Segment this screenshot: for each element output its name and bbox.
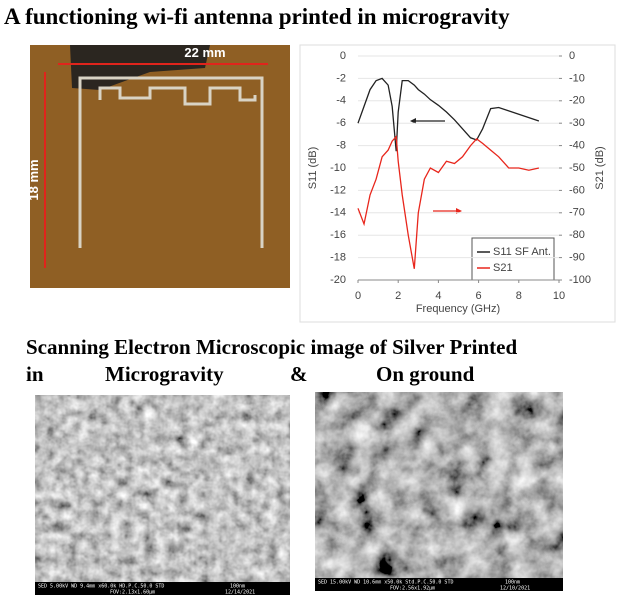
y2-tick-label: -60	[569, 184, 585, 196]
y2-tick-label: -80	[569, 229, 585, 241]
subtitle: Microgravity	[105, 362, 224, 386]
sem-fov: FOV:2.13x1.60µm	[110, 590, 155, 596]
sem-info: SED 15.00kV WD 10.6mm x50.0k Std.P.C.50.…	[318, 580, 453, 586]
y-axis-label: S11 (dB)	[307, 147, 319, 190]
y-tick-label: -4	[336, 95, 346, 107]
y-tick-label: -18	[330, 252, 346, 264]
sem-scale: 100nm	[230, 584, 245, 590]
sem-footer	[315, 578, 563, 591]
x-tick-label: 6	[476, 290, 482, 302]
y2-tick-label: 0	[569, 50, 575, 62]
sem-image-right: SED 15.00kV WD 10.6mm x50.0k Std.P.C.50.…	[315, 392, 563, 592]
x-tick-label: 2	[395, 290, 401, 302]
width-label: 22 mm	[184, 45, 225, 60]
y-tick-label: -12	[330, 184, 346, 196]
subtitle: &	[290, 362, 308, 386]
chart: Frequency (GHz) S11 (dB) S21 (dB) 0 -2 -4 -…	[299, 44, 616, 323]
subtitle: Scanning Electron Microscopic image of S…	[26, 335, 517, 359]
legend-label: S21	[493, 262, 513, 274]
sem-date: 12/10/2021	[500, 586, 530, 592]
y-tick-label: -16	[330, 229, 346, 241]
y-tick-label: -6	[336, 117, 346, 129]
sem-texture	[35, 395, 290, 582]
series-line	[357, 135, 540, 269]
subtitle: On ground	[376, 362, 475, 386]
y2-tick-label: -30	[569, 117, 585, 129]
x-tick-label: 8	[516, 290, 522, 302]
y2-tick-label: -70	[569, 207, 585, 219]
y2-tick-label: -90	[569, 252, 585, 264]
y2-tick-label: -50	[569, 162, 585, 174]
subtitle: in	[26, 362, 44, 386]
x-tick-label: 0	[355, 290, 361, 302]
series-line	[357, 77, 540, 152]
y2-tick-label: -10	[569, 72, 585, 84]
y-tick-label: -2	[336, 72, 346, 84]
x-axis-label: Frequency (GHz)	[416, 303, 500, 315]
photo-background	[30, 45, 290, 288]
y2-tick-label: -40	[569, 140, 585, 152]
sem-footer	[35, 582, 290, 595]
sem-date: 12/14/2021	[225, 590, 255, 596]
y2-tick-label: -20	[569, 95, 585, 107]
height-label: 18 mm	[26, 159, 41, 200]
legend-label: S11 SF Ant.	[493, 246, 551, 258]
title: A functioning wi-fi antenna printed in m…	[4, 4, 510, 29]
sem-texture	[315, 392, 563, 578]
x-tick-label: 10	[553, 290, 565, 302]
y-tick-label: -10	[330, 162, 346, 174]
annotation-arrowhead	[410, 118, 416, 124]
y-tick-label: -14	[330, 207, 346, 219]
sem-image-left: SED 5.00kV WD 9.4mm x60.0k HD.P.C.50.0 S…	[35, 395, 290, 596]
antenna-photo: 22 mm 18 mm	[26, 45, 290, 288]
antenna-trace	[78, 76, 264, 248]
sem-scale: 100nm	[505, 580, 520, 586]
y2-tick-label: -100	[569, 274, 591, 286]
chart-frame	[299, 44, 616, 323]
y2-axis-label: S21 (dB)	[594, 146, 606, 189]
sem-fov: FOV:2.56x1.92µm	[390, 586, 435, 592]
sem-info: SED 5.00kV WD 9.4mm x60.0k HD.P.C.50.0 S…	[38, 584, 164, 590]
antenna-trace	[98, 86, 257, 106]
y-tick-label: 0	[340, 50, 346, 62]
y-tick-label: -20	[330, 274, 346, 286]
y-tick-label: -8	[336, 140, 346, 152]
x-tick-label: 4	[435, 290, 441, 302]
legend	[471, 237, 555, 281]
